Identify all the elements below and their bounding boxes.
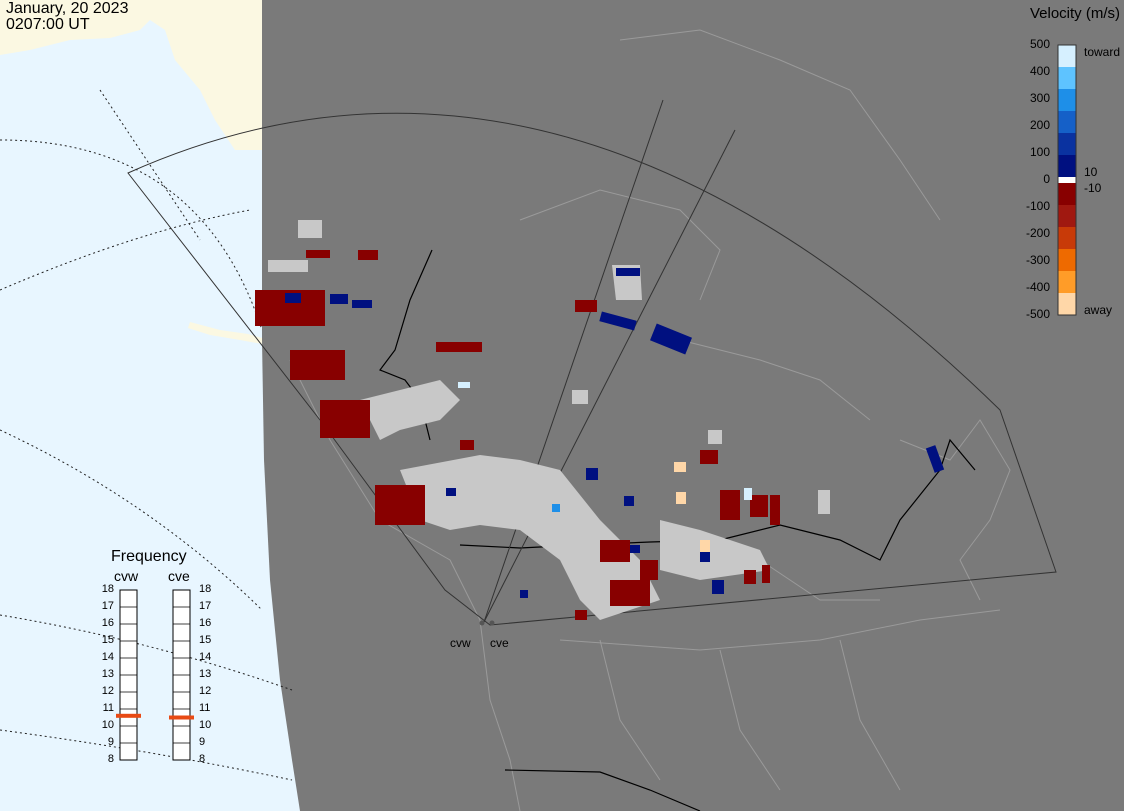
frequency-tick-right: 13 (199, 668, 212, 680)
colorbar-tick-label: -500 (1025, 307, 1050, 321)
colorbar-swatch (1058, 133, 1076, 156)
radar-label-cvw: cvw (450, 636, 471, 650)
frequency-tick-right: 10 (199, 719, 212, 731)
colorbar-title: Velocity (m/s) (1029, 5, 1120, 22)
frequency-tick-left: 14 (101, 651, 114, 663)
colorbar-tick-label: -100 (1025, 199, 1050, 213)
colorbar-tick-label: 0 (1043, 172, 1050, 186)
frequency-tick-left: 12 (101, 685, 114, 697)
neg-min-label: -10 (1084, 181, 1102, 195)
colorbar-swatch (1058, 155, 1076, 178)
colorbar-tick-label: 300 (1029, 91, 1050, 105)
night-region (262, 0, 1124, 811)
colorbar-tick-label: 200 (1029, 118, 1050, 132)
radar-fov (127, 99, 1057, 626)
frequency-tick-left: 13 (101, 668, 114, 680)
freq-col-label-cvw: cvw (114, 568, 139, 584)
frequency-tick-right: 17 (199, 600, 212, 612)
colorbar-swatch (1058, 183, 1076, 206)
frequency-title: Frequency (111, 548, 187, 565)
frequency-marker (116, 713, 141, 718)
frequency-tick-right: 8 (199, 753, 206, 765)
radar-site-cvw (479, 620, 485, 626)
velocity-extreme-cells (458, 382, 752, 552)
frequency-tick-left: 16 (101, 617, 114, 629)
time-label: 0207:00 UT (6, 16, 90, 33)
date-label: January, 20 2023 (6, 0, 129, 17)
colorbar-swatch (1058, 67, 1076, 90)
frequency-tick-right: 12 (199, 685, 212, 697)
colorbar-swatch (1058, 89, 1076, 112)
land-outlines (289, 29, 1011, 811)
colorbar-zero-gap (1058, 177, 1076, 183)
colorbar-tick-label: -300 (1025, 253, 1050, 267)
frequency-tick-left: 8 (107, 753, 114, 765)
frequency-tick-left: 11 (102, 702, 114, 714)
colorbar-swatch (1058, 205, 1076, 228)
frequency-tick-left: 15 (101, 634, 114, 646)
ground-scatter (268, 220, 830, 620)
away-label: away (1084, 303, 1113, 317)
colorbar-swatch (1058, 111, 1076, 134)
frequency-tick-right: 15 (199, 634, 212, 646)
pos-min-label: 10 (1084, 165, 1098, 179)
frequency-marker (169, 715, 194, 720)
colorbar-outline (1057, 44, 1077, 316)
frequency-tick-right: 14 (199, 651, 212, 663)
frequency-tick-right: 16 (199, 617, 212, 629)
colorbar-swatch (1058, 249, 1076, 272)
frequency-tick-left: 10 (101, 719, 114, 731)
velocity-positive-cells (285, 268, 945, 598)
frequency-tick-right: 9 (199, 736, 206, 748)
velocity-negative-cells (255, 250, 780, 620)
graticule (0, 89, 293, 781)
frequency-tick-right: 11 (199, 702, 211, 714)
colorbar-swatch (1058, 271, 1076, 294)
colorbar-swatch (1058, 227, 1076, 250)
frequency-tick-right: 18 (199, 583, 212, 595)
frequency-tick-left: 9 (107, 736, 114, 748)
colorbar-tick-label: 400 (1029, 64, 1050, 78)
freq-col-label-cve: cve (168, 568, 190, 584)
colorbar-swatch (1058, 293, 1076, 316)
colorbar-tick-label: 100 (1029, 145, 1050, 159)
frequency-indicator (116, 589, 194, 761)
colorbar-tick-label: -400 (1025, 280, 1050, 294)
colorbar-swatch (1058, 45, 1076, 68)
colorbar-tick-label: 500 (1029, 37, 1050, 51)
frequency-tick-left: 18 (101, 583, 114, 595)
velocity-colorbar (1057, 44, 1077, 316)
alaska-land (0, 0, 262, 344)
colorbar-tick-label: -200 (1025, 226, 1050, 240)
toward-label: toward (1084, 45, 1121, 59)
radar-label-cve: cve (490, 636, 509, 650)
radar-site-cve (489, 620, 495, 626)
frequency-tick-left: 17 (101, 600, 114, 612)
